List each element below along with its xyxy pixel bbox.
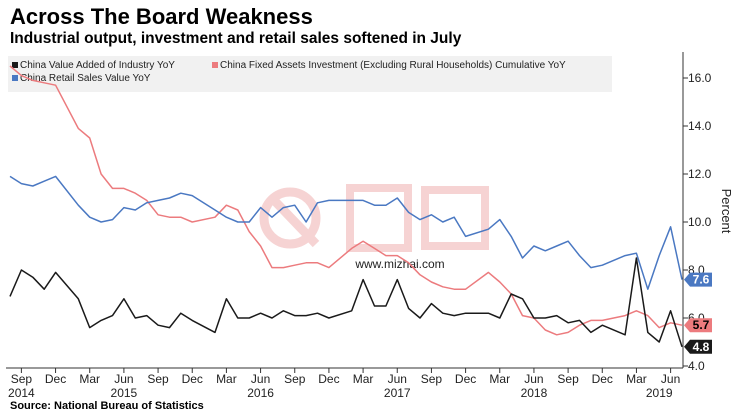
watermark-text: www.mizhai.com — [354, 257, 444, 271]
legend-background — [8, 56, 612, 92]
x-tick-label: Mar — [79, 372, 100, 386]
x-tick-label: Dec — [182, 372, 203, 386]
x-tick-label: Jun — [524, 372, 543, 386]
legend-label: China Fixed Assets Investment (Excluding… — [220, 60, 566, 71]
x-tick-label: Mar — [626, 372, 647, 386]
last-value-label: 4.8 — [693, 340, 710, 354]
x-tick-label: Mar — [216, 372, 237, 386]
last-value-label: 7.6 — [693, 273, 710, 287]
x-tick-label: Jun — [251, 372, 270, 386]
series-line — [9, 175, 683, 290]
y-tick-label: 16.0 — [688, 71, 712, 85]
x-year-label: 2014 — [8, 386, 35, 400]
last-value-badges: 4.8 5.7 7.6 — [684, 272, 712, 354]
y-tick-label: 14.0 — [688, 119, 712, 133]
x-tick-label: Dec — [45, 372, 66, 386]
x-tick-label: Jun — [661, 372, 680, 386]
x-tick-label: Sep — [147, 372, 169, 386]
y-tick-label: 12.0 — [688, 167, 712, 181]
x-year-label: 2017 — [384, 386, 411, 400]
legend-swatch — [12, 62, 18, 68]
y-tick-label: 4.0 — [688, 359, 705, 373]
last-value-badge — [684, 318, 712, 333]
x-year-label: 2015 — [111, 386, 138, 400]
x-tick-label: Mar — [489, 372, 510, 386]
last-value-badge — [684, 272, 712, 287]
legend-swatch — [212, 62, 218, 68]
legend: China Value Added of Industry YoY China F… — [8, 56, 612, 92]
watermark-swirl-icon — [259, 187, 321, 249]
watermark-logo: www.mizhai.com — [259, 184, 489, 271]
watermark-glyph-icon — [346, 184, 412, 252]
legend-swatch — [12, 75, 18, 81]
x-tick-label: Jun — [388, 372, 407, 386]
x-tick-label: Jun — [114, 372, 133, 386]
legend-label: China Value Added of Industry YoY — [20, 60, 175, 71]
legend-label: China Retail Sales Value YoY — [20, 73, 151, 84]
x-tick-label: Sep — [557, 372, 579, 386]
y-tick-label: 10.0 — [688, 215, 712, 229]
series-line — [9, 257, 683, 348]
x-tick-label: Sep — [11, 372, 33, 386]
watermark-stroke-icon — [266, 192, 320, 248]
x-tick-label: Sep — [284, 372, 306, 386]
last-value-label: 5.7 — [693, 318, 710, 332]
x-year-label: 2018 — [521, 386, 548, 400]
chart-title: Across The Board Weakness — [10, 4, 313, 29]
x-tick-label: Dec — [455, 372, 476, 386]
series-lines — [9, 65, 683, 348]
x-year-label: 2019 — [646, 386, 673, 400]
x-year-label: 2016 — [247, 386, 274, 400]
x-tick-label: Dec — [592, 372, 613, 386]
x-tick-label: Mar — [353, 372, 374, 386]
last-value-badge — [684, 339, 712, 354]
x-tick-label: Dec — [318, 372, 339, 386]
series-line — [9, 65, 683, 336]
y-axis-label: Percent — [719, 189, 734, 234]
x-tick-label: Sep — [421, 372, 443, 386]
chart-subtitle: Industrial output, investment and retail… — [10, 30, 462, 47]
source-note: Source: National Bureau of Statistics — [10, 400, 204, 412]
